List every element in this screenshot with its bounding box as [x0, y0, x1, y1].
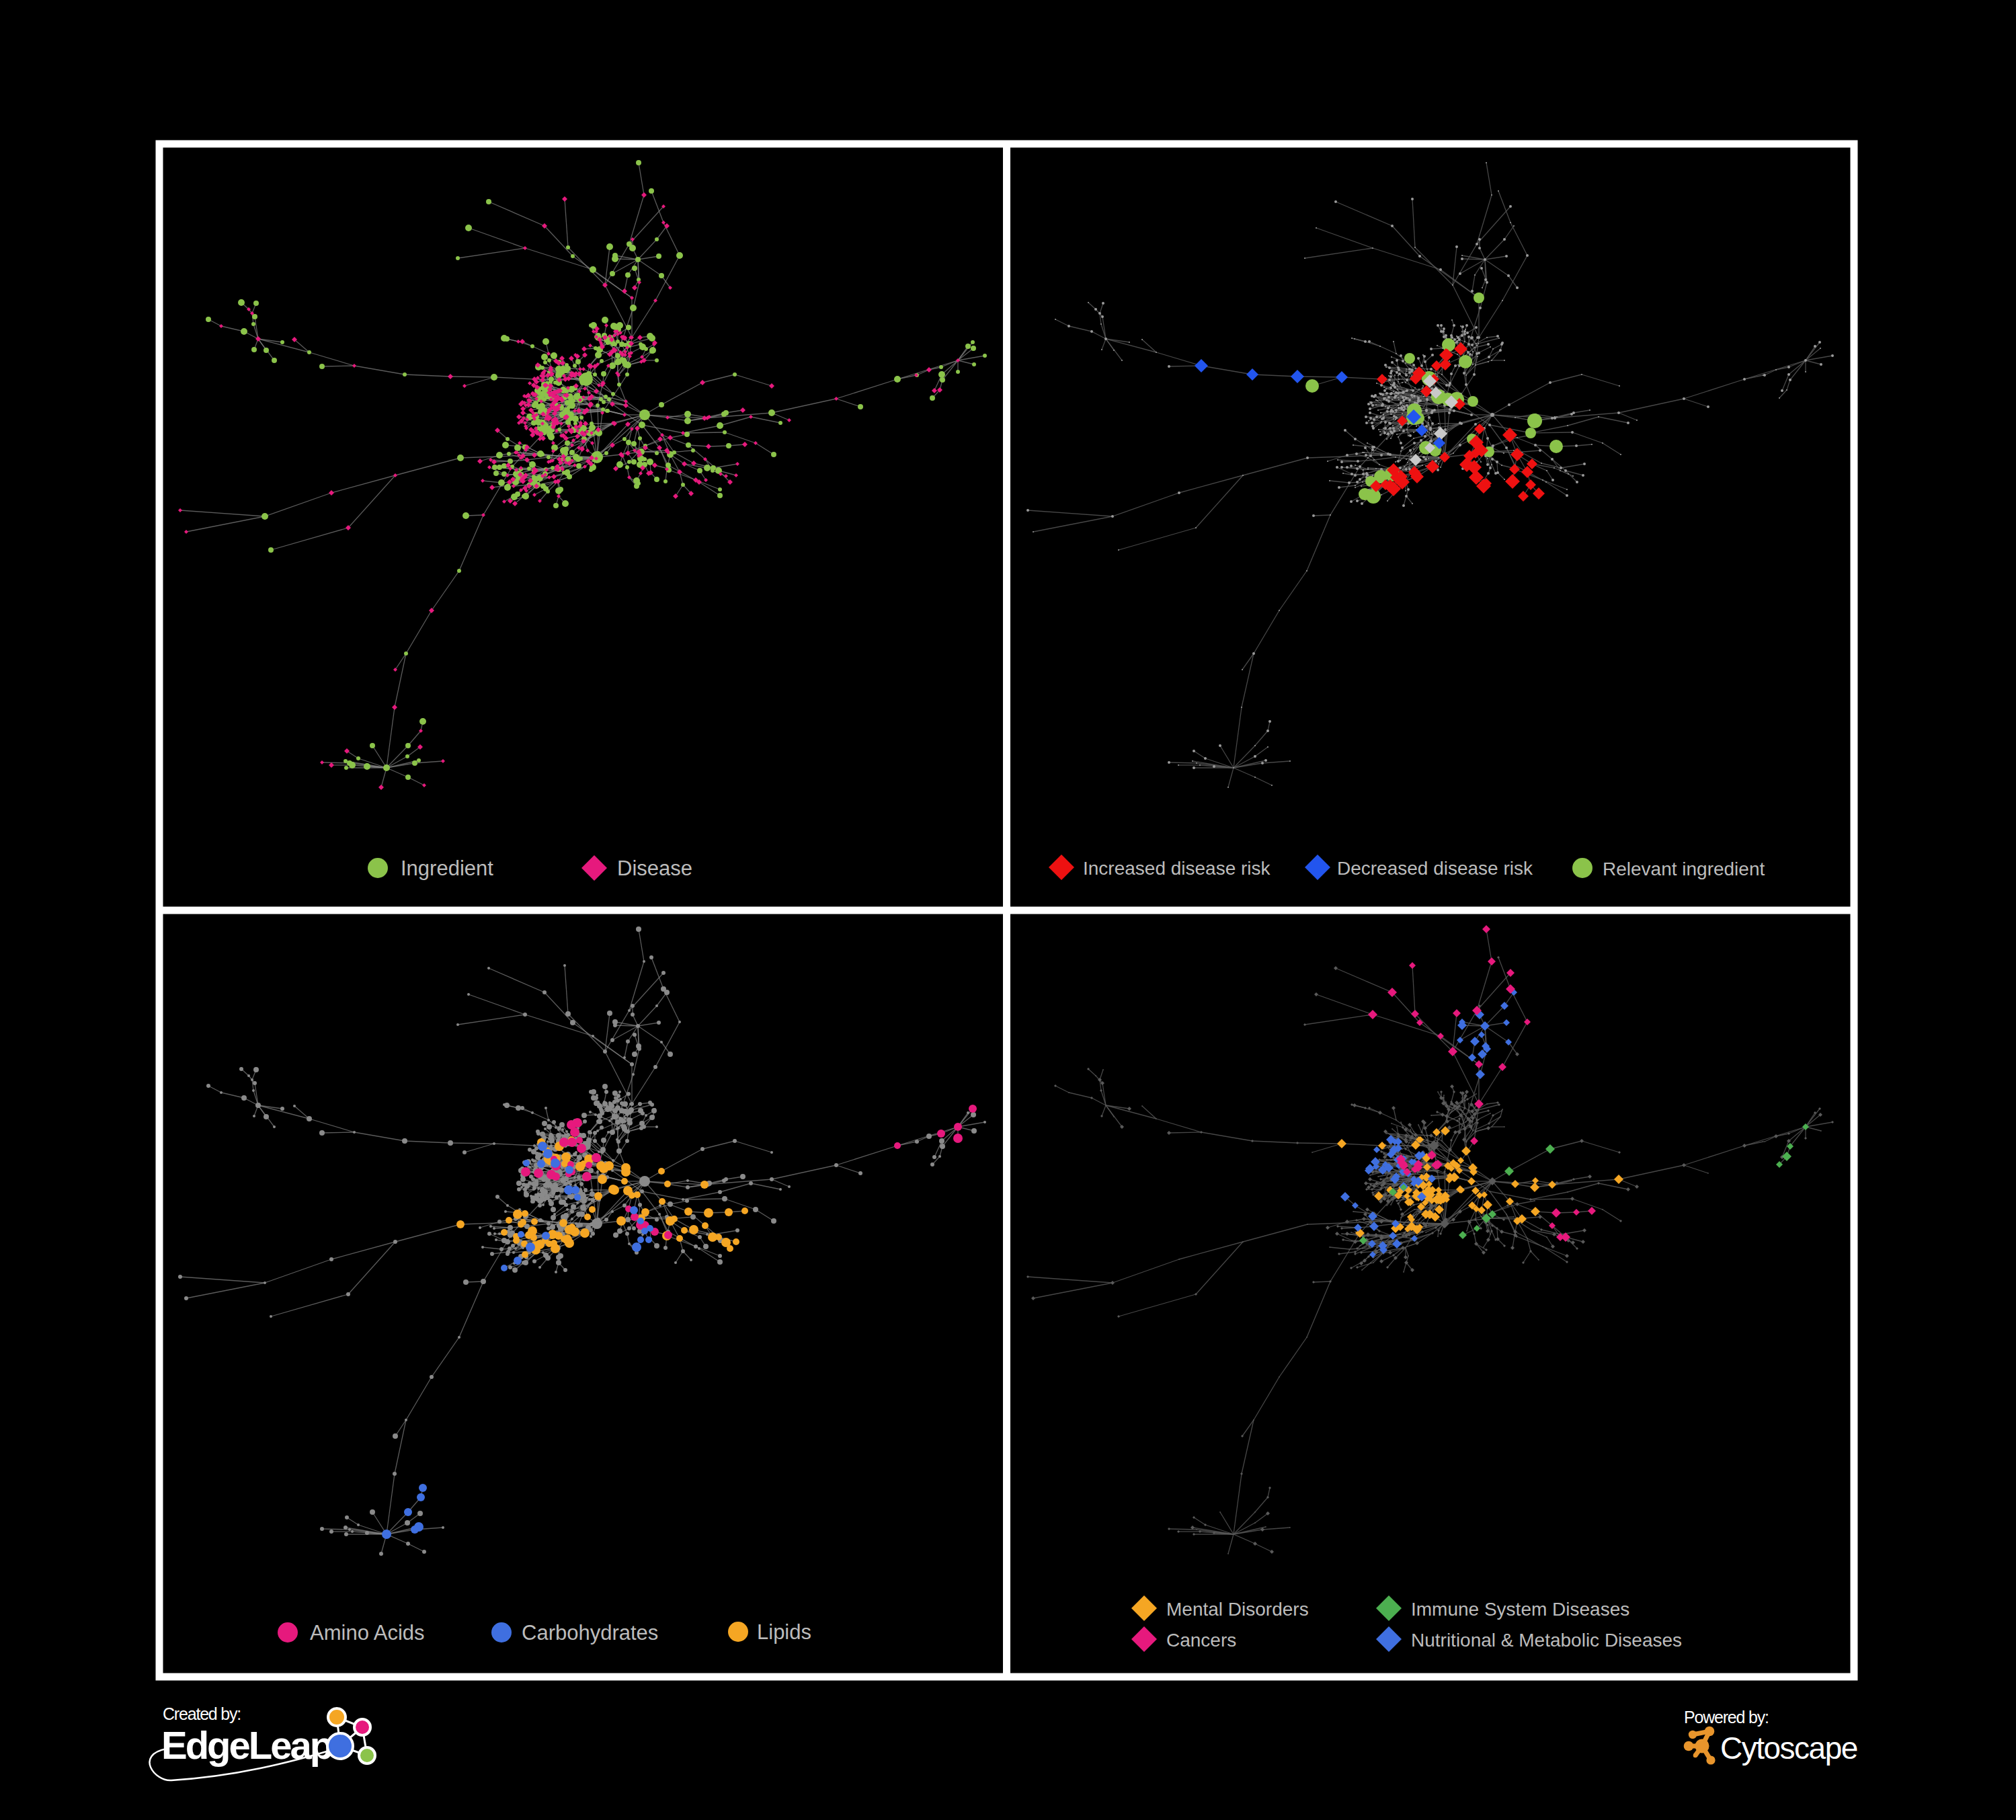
svg-text:Increased disease risk: Increased disease risk [1083, 858, 1271, 879]
svg-text:Disease: Disease [617, 857, 692, 880]
svg-text:Nutritional & Metabolic Diseas: Nutritional & Metabolic Diseases [1411, 1630, 1682, 1651]
svg-text:Immune System Diseases: Immune System Diseases [1411, 1599, 1629, 1620]
svg-text:Cancers: Cancers [1166, 1630, 1236, 1651]
svg-text:Relevant ingredient: Relevant ingredient [1603, 859, 1765, 879]
svg-text:Ingredient: Ingredient [401, 857, 493, 880]
svg-text:Lipids: Lipids [757, 1620, 811, 1644]
svg-text:Amino Acids: Amino Acids [310, 1621, 425, 1645]
svg-text:Created by:: Created by: [163, 1704, 241, 1723]
svg-text:EdgeLeap: EdgeLeap [161, 1723, 333, 1767]
svg-text:Powered by:: Powered by: [1684, 1708, 1769, 1727]
svg-text:Carbohydrates: Carbohydrates [522, 1621, 658, 1645]
svg-text:Cytoscape: Cytoscape [1720, 1731, 1857, 1766]
svg-text:Decreased disease risk: Decreased disease risk [1337, 858, 1533, 879]
svg-text:Mental Disorders: Mental Disorders [1166, 1599, 1309, 1620]
